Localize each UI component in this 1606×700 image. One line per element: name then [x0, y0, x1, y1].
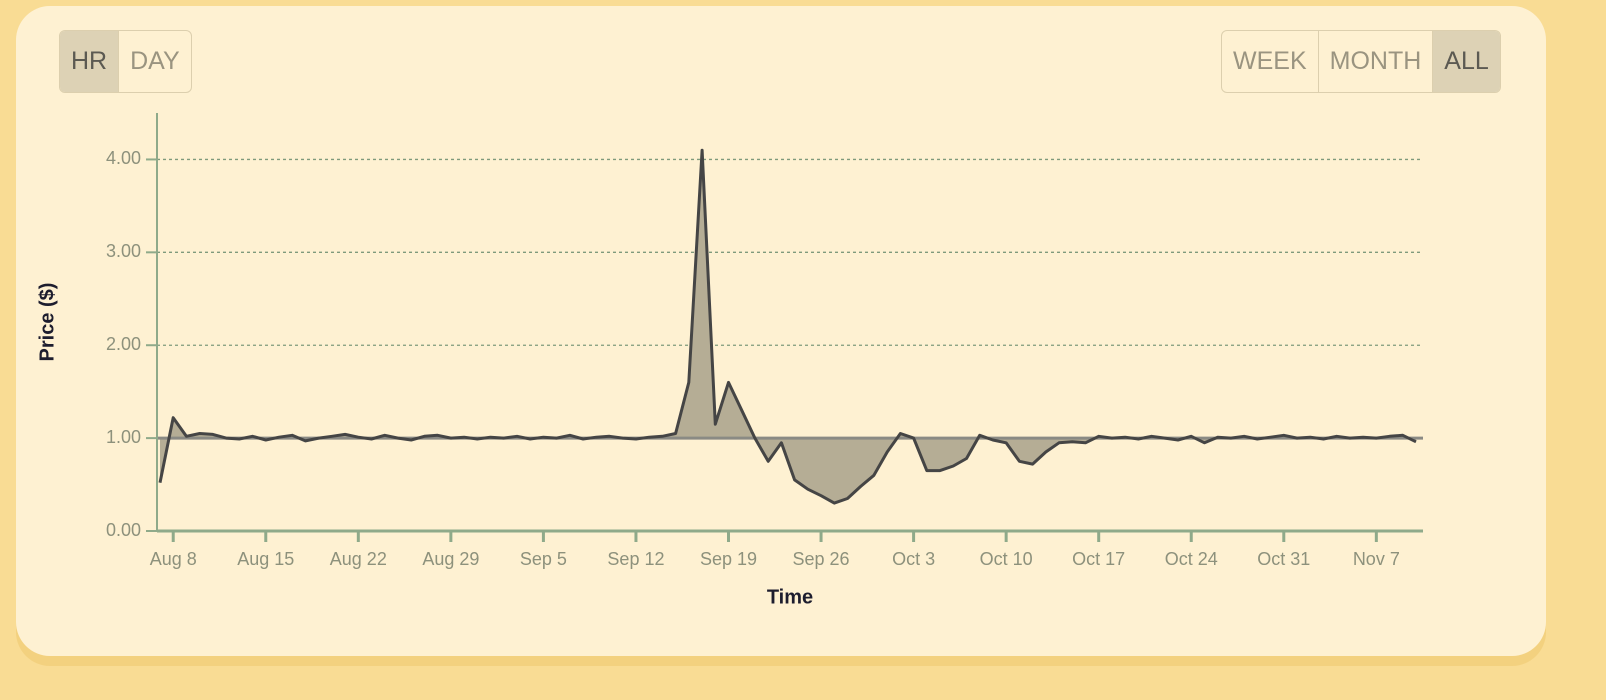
- x-tick-label: Sep 26: [793, 549, 850, 569]
- x-tick-label: Oct 31: [1257, 549, 1310, 569]
- y-tick-label: 0.00: [106, 520, 141, 540]
- x-tick-label: Oct 10: [980, 549, 1033, 569]
- range-button[interactable]: HR: [60, 31, 119, 92]
- y-tick-label: 2.00: [106, 334, 141, 354]
- y-tick-label: 3.00: [106, 241, 141, 261]
- x-tick-label: Sep 5: [520, 549, 567, 569]
- x-tick-label: Oct 24: [1165, 549, 1218, 569]
- x-tick-label: Oct 3: [892, 549, 935, 569]
- x-tick-label: Aug 8: [150, 549, 197, 569]
- range-button[interactable]: MONTH: [1317, 31, 1433, 92]
- x-tick-label: Aug 22: [330, 549, 387, 569]
- line: [158, 148, 1417, 505]
- x-tick-label: Sep 19: [700, 549, 757, 569]
- range-button[interactable]: WEEK: [1233, 47, 1307, 75]
- range-button[interactable]: DAY: [118, 31, 191, 92]
- x-axis-title: Time: [767, 586, 813, 608]
- y-tick-label: 1.00: [106, 427, 141, 447]
- area: [160, 150, 1416, 504]
- range-button[interactable]: ALL: [1432, 31, 1500, 92]
- x-tick-label: Oct 17: [1072, 549, 1125, 569]
- x-tick-label: Aug 15: [237, 549, 294, 569]
- y-axis-title: Price ($): [36, 283, 58, 362]
- card: HR DAY WEEK MONTH ALL: [16, 6, 1546, 656]
- x-tick-label: Sep 12: [607, 549, 664, 569]
- x-tick-label: Nov 7: [1353, 549, 1400, 569]
- range-group: HR DAY: [59, 30, 192, 93]
- y-tick-label: 4.00: [106, 148, 141, 168]
- x-tick-label: Aug 29: [422, 549, 479, 569]
- range-group: WEEK MONTH ALL: [1221, 30, 1501, 93]
